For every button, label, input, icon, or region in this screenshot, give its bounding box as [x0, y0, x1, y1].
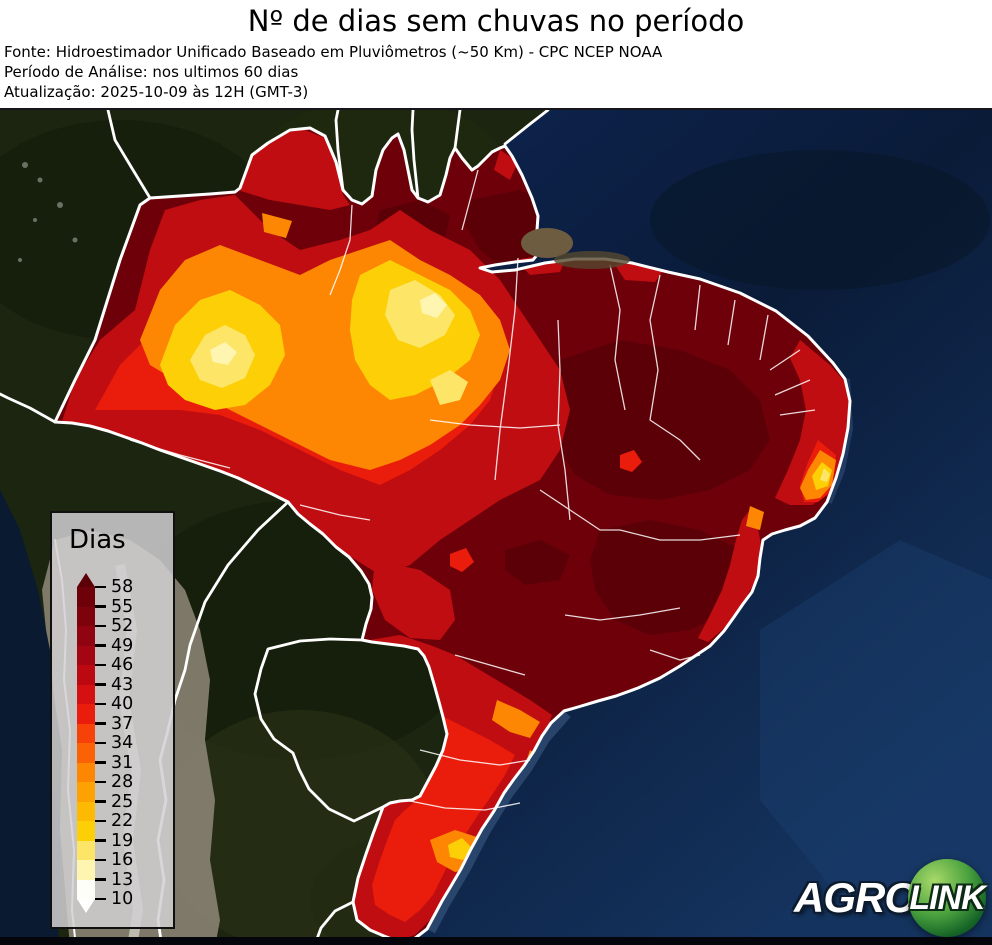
legend-tick: 16: [95, 850, 133, 870]
tick-mark: [95, 741, 106, 745]
tick-label: 40: [111, 694, 134, 714]
tick-label: 13: [111, 869, 134, 890]
header-meta: Fonte: Hidroestimador Unificado Baseado …: [4, 42, 662, 102]
logo-text-agro: AGRO: [794, 874, 917, 921]
marajo-island: [521, 228, 630, 269]
tick-mark: [95, 624, 106, 628]
colorbar-segment: [77, 762, 95, 782]
legend-tick: 40: [95, 694, 133, 714]
period-line: Período de Análise: nos ultimos 60 dias: [4, 63, 299, 81]
colorbar-segment: [77, 821, 95, 841]
tick-label: 55: [111, 596, 134, 617]
colorbar-segment: [77, 626, 95, 646]
tick-mark: [95, 644, 106, 647]
tick-mark: [95, 897, 106, 901]
colorbar-under-arrow: [77, 899, 95, 913]
colorbar-segment: [77, 704, 95, 724]
colorbar-segment: [77, 606, 95, 626]
tick-mark: [95, 878, 106, 881]
tick-mark: [95, 761, 106, 764]
tick-label: 16: [111, 850, 134, 870]
tick-mark: [95, 585, 106, 589]
legend-tick: 13: [95, 870, 133, 890]
logo-text-link: LINK: [909, 878, 985, 917]
tick-label: 31: [111, 752, 134, 773]
logo-green-sphere-icon: LINK: [908, 859, 986, 937]
colorbar-segment: [77, 860, 95, 880]
legend-box: Dias 58 55 52 49 46 43 40 37 34 31 28 25 22 19 16 13 10: [50, 511, 175, 929]
tick-label: 52: [111, 616, 134, 636]
legend-tick: 52: [95, 616, 133, 636]
state-borders: [129, 169, 816, 811]
tick-label: 28: [111, 772, 134, 792]
source-line: Fonte: Hidroestimador Unificado Baseado …: [4, 43, 663, 61]
colorbar-segment: [77, 743, 95, 763]
legend-tick: 55: [95, 597, 133, 617]
tick-mark: [95, 663, 106, 667]
tick-label: 25: [111, 791, 134, 812]
tick-label: 19: [111, 830, 134, 851]
colorbar-segment: [77, 645, 95, 665]
colorbar-segment: [77, 684, 95, 704]
legend-tick: 28: [95, 772, 133, 792]
legend-tick: 34: [95, 733, 133, 753]
legend-tick: 19: [95, 831, 133, 851]
tick-mark: [95, 702, 106, 706]
legend-tick: 46: [95, 655, 133, 675]
header: Nº de dias sem chuvas no período Fonte: …: [0, 0, 992, 108]
tick-label: 58: [111, 577, 134, 597]
tick-mark: [95, 780, 106, 784]
tick-label: 43: [111, 674, 134, 695]
page-title: Nº de dias sem chuvas no período: [247, 4, 745, 38]
map-container: Dias 58 55 52 49 46 43 40 37 34 31 28 25 22 19 16 13 10 …: [0, 108, 992, 945]
tick-mark: [95, 858, 106, 862]
legend-tick: 49: [95, 636, 133, 656]
colorbar-segment: [77, 723, 95, 743]
legend-tick: 43: [95, 675, 133, 695]
colorbar-segment: [77, 840, 95, 860]
tick-label: 37: [111, 713, 134, 734]
colorbar-segment: [77, 801, 95, 821]
tick-mark: [95, 800, 106, 803]
colorbar-segment: [77, 587, 95, 607]
colorbar-over-arrow: [77, 573, 95, 587]
legend-colorbar-segments: [77, 587, 95, 899]
colorbar-segment: [77, 782, 95, 802]
tick-mark: [95, 605, 106, 608]
tick-label: 22: [111, 811, 134, 831]
tick-label: 10: [111, 889, 134, 909]
legend-tick: 37: [95, 714, 133, 734]
legend-tick: 58: [95, 577, 133, 597]
tick-label: 34: [111, 733, 134, 753]
tick-label: 49: [111, 635, 134, 656]
colorbar-segment: [77, 879, 95, 899]
legend-colorbar: [77, 573, 95, 913]
tick-mark: [95, 839, 106, 842]
map-bottom-strip: [0, 937, 992, 945]
colorbar-segment: [77, 665, 95, 685]
legend-title: Dias: [69, 525, 126, 555]
updated-line: Atualização: 2025-10-09 às 12H (GMT-3): [4, 83, 309, 101]
tick-mark: [95, 722, 106, 725]
agrolink-logo: AGRO LINK: [794, 859, 986, 937]
tick-mark: [95, 683, 106, 686]
tick-label: 46: [111, 655, 134, 675]
brazil-border: [53, 126, 852, 944]
tick-mark: [95, 819, 106, 823]
legend-tick: 22: [95, 811, 133, 831]
legend-tick: 25: [95, 792, 133, 812]
legend-tick: 31: [95, 753, 133, 773]
legend-tick: 10: [95, 889, 133, 909]
